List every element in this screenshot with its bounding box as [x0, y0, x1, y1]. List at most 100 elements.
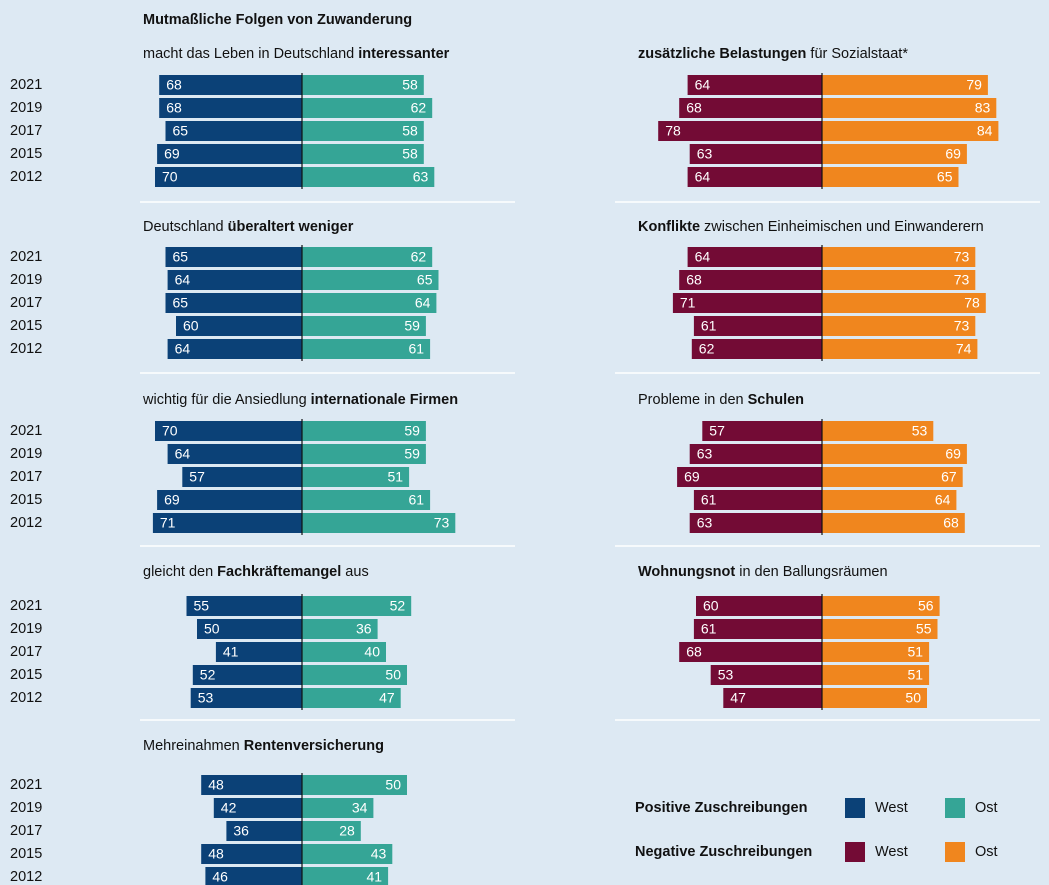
bar: [822, 270, 976, 290]
value-label: 65: [937, 169, 953, 185]
bar: [687, 247, 822, 267]
bar: [302, 316, 426, 336]
bar: [693, 619, 822, 639]
bar: [155, 167, 302, 187]
value-label: 61: [701, 318, 717, 334]
value-label: 63: [413, 169, 429, 185]
y-tick-label: 2019: [10, 272, 42, 288]
y-tick-label: 2017: [10, 644, 42, 660]
y-tick-label: 2021: [10, 249, 42, 265]
bar: [689, 144, 822, 164]
legend-label: Negative Zuschreibungen: [635, 844, 812, 860]
title-part: Probleme in den: [638, 392, 748, 408]
bar: [201, 844, 302, 864]
bar: [302, 867, 389, 885]
bar: [689, 444, 822, 464]
value-label: 36: [233, 823, 249, 839]
value-label: 78: [665, 123, 681, 139]
title-part: zwischen Einheimischen und Einwanderern: [700, 219, 984, 235]
bar: [302, 467, 410, 487]
bar: [302, 270, 439, 290]
bar: [165, 293, 302, 313]
value-label: 64: [175, 446, 191, 462]
y-tick-label: 2015: [10, 318, 42, 334]
bar: [197, 619, 302, 639]
title-part: Wohnungsnot: [638, 564, 735, 580]
bar: [822, 490, 957, 510]
bar: [822, 688, 927, 708]
value-label: 59: [404, 446, 420, 462]
value-label: 84: [977, 123, 993, 139]
value-label: 68: [943, 515, 959, 531]
bar: [302, 247, 433, 267]
bar: [822, 75, 988, 95]
bar: [205, 867, 302, 885]
bar: [190, 688, 302, 708]
value-label: 57: [189, 469, 205, 485]
bar: [693, 316, 822, 336]
value-label: 62: [411, 100, 427, 116]
value-label: 56: [918, 598, 934, 614]
value-label: 51: [908, 644, 924, 660]
value-label: 41: [223, 644, 239, 660]
value-label: 68: [686, 644, 702, 660]
y-tick-label: 2019: [10, 100, 42, 116]
y-tick-label: 2019: [10, 621, 42, 637]
bar: [201, 775, 302, 795]
value-label: 36: [356, 621, 372, 637]
y-tick-label: 2017: [10, 469, 42, 485]
bar: [167, 444, 302, 464]
value-label: 68: [166, 77, 182, 93]
value-label: 69: [945, 446, 961, 462]
bar: [822, 444, 967, 464]
bar: [152, 513, 302, 533]
bar: [302, 619, 378, 639]
bar: [302, 121, 424, 141]
value-label: 50: [204, 621, 220, 637]
bar: [302, 821, 361, 841]
y-tick-label: 2021: [10, 777, 42, 793]
value-label: 60: [183, 318, 199, 334]
value-label: 62: [699, 341, 715, 357]
y-tick-label: 2015: [10, 846, 42, 862]
y-tick-label: 2019: [10, 800, 42, 816]
title-part: Konflikte: [638, 219, 700, 235]
legend-swatch: [845, 842, 865, 862]
value-label: 63: [697, 515, 713, 531]
y-tick-label: 2017: [10, 123, 42, 139]
bar: [679, 270, 822, 290]
title-part: Fachkräftemangel: [217, 564, 341, 580]
bar: [302, 596, 412, 616]
value-label: 67: [941, 469, 957, 485]
value-label: 41: [367, 869, 383, 885]
value-label: 73: [954, 318, 970, 334]
bar: [302, 798, 374, 818]
bar: [658, 121, 822, 141]
chart-title: Mutmaßliche Folgen von Zuwanderung: [143, 12, 412, 28]
panel-title: Deutschland überaltert weniger: [143, 219, 354, 235]
value-label: 83: [975, 100, 991, 116]
title-part: für Sozialstaat*: [806, 46, 908, 62]
y-tick-label: 2012: [10, 869, 42, 885]
title-part: wichtig für die Ansiedlung: [142, 392, 311, 408]
bar: [302, 421, 426, 441]
bar: [822, 339, 978, 359]
y-tick-label: 2012: [10, 690, 42, 706]
value-label: 70: [162, 423, 178, 439]
value-label: 53: [198, 690, 214, 706]
bar: [302, 167, 435, 187]
value-label: 63: [697, 446, 713, 462]
bar: [176, 316, 302, 336]
bar: [710, 665, 822, 685]
bar: [302, 665, 407, 685]
y-tick-label: 2012: [10, 169, 42, 185]
bar: [822, 665, 930, 685]
bar: [822, 642, 930, 662]
value-label: 70: [162, 169, 178, 185]
value-label: 42: [221, 800, 237, 816]
value-label: 53: [912, 423, 928, 439]
value-label: 79: [966, 77, 982, 93]
y-tick-label: 2021: [10, 423, 42, 439]
bar: [165, 247, 302, 267]
